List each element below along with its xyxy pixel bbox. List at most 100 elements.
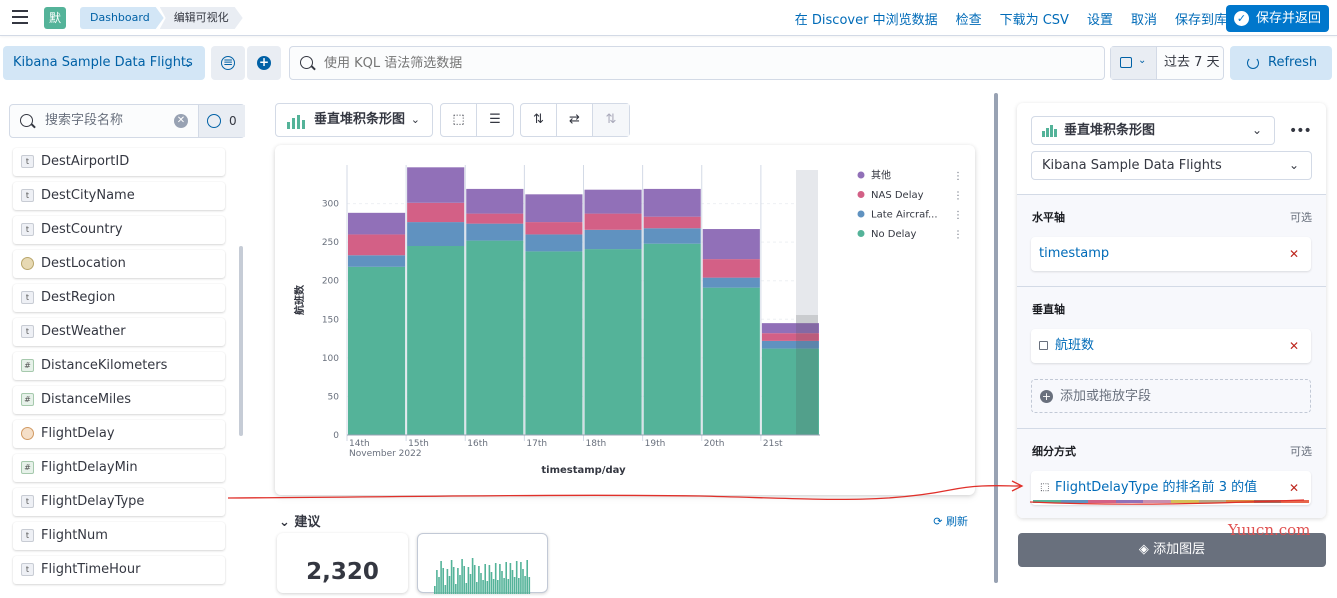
menu-icon[interactable] [12, 10, 28, 24]
field-item[interactable]: t FlightTimeHour [13, 556, 225, 584]
mini-bar [465, 583, 468, 594]
suggestions-title[interactable]: ⌄ 建议 [279, 515, 321, 530]
add-field-dropzone[interactable]: + 添加或拖放字段 [1031, 379, 1311, 413]
remove-icon[interactable]: ✕ [1288, 247, 1299, 261]
save-and-return-button[interactable]: ✓ 保存并返回 [1225, 5, 1329, 32]
top-actions: 在 Discover 中浏览数据 检查 下载为 CSV 设置 取消 保存到库 [777, 0, 1227, 36]
legend-actions-icon: ⋮ [953, 230, 963, 241]
left-axis-button[interactable]: ⇅ [521, 104, 557, 136]
horizontal-axis-dimension[interactable]: timestamp ✕ [1031, 237, 1311, 271]
mini-bar [461, 559, 463, 594]
field-item[interactable]: t DestCountry [13, 216, 225, 244]
bar-segment [348, 266, 406, 435]
search-icon [300, 56, 313, 69]
chevron-down-icon: ⌄ [1138, 55, 1147, 66]
refresh-button[interactable]: Refresh [1230, 46, 1332, 80]
data-view-picker[interactable]: Kibana Sample Data Flights ⌄ [3, 46, 205, 80]
time-range-label[interactable]: 过去 7 天 [1164, 55, 1220, 70]
x-axis-sublabel: November 2022 [349, 449, 422, 459]
toolbar-group-2: ⇅ ⇄ ⇅ [520, 103, 630, 137]
field-item[interactable]: t FlightNum [13, 522, 225, 550]
bar-segment [348, 255, 406, 267]
space-avatar[interactable]: 默 [44, 7, 66, 29]
remove-icon[interactable]: ✕ [1288, 481, 1299, 495]
breadcrumb-dashboard[interactable]: Dashboard [80, 7, 164, 29]
mini-bar [469, 574, 472, 594]
string-type-icon: t [21, 189, 34, 202]
string-type-icon: t [21, 291, 34, 304]
download-csv-link[interactable]: 下载为 CSV [999, 12, 1069, 28]
field-filter-button[interactable]: 0 [198, 105, 245, 137]
bar-segment [643, 216, 701, 229]
field-item[interactable]: DestLocation [13, 250, 225, 278]
x-axis-title: timestamp/day [541, 465, 626, 476]
layer-chart-type-picker[interactable]: 垂直堆积条形图 ⌄ [1031, 116, 1275, 145]
field-item[interactable]: t DestRegion [13, 284, 225, 312]
mini-bar [509, 563, 512, 594]
check-icon: ✓ [1233, 11, 1249, 26]
field-search[interactable]: 搜索字段名称 ✕ 0 [9, 104, 245, 138]
plus-icon: + [1040, 390, 1053, 403]
chevron-down-icon: ⌄ [1288, 158, 1299, 172]
mini-bar [442, 568, 444, 594]
y-axis-title: 航班数 [293, 284, 306, 315]
chart-type-picker[interactable]: 垂直堆积条形图 ⌄ [275, 103, 433, 137]
layer-data-view-picker[interactable]: Kibana Sample Data Flights ⌄ [1031, 151, 1312, 180]
breakdown-dimension[interactable]: ⬚ FlightDelayType 的排名前 3 的值 ✕ [1031, 471, 1311, 505]
bar-segment [761, 323, 819, 334]
sidebar-scrollbar[interactable] [239, 246, 243, 436]
explore-in-discover-link[interactable]: 在 Discover 中浏览数据 [794, 12, 938, 28]
filter-menu-button[interactable]: ≡ [211, 46, 245, 80]
suggestion-metric-card[interactable]: 2,320 [277, 533, 408, 593]
settings-link[interactable]: 设置 [1086, 12, 1113, 28]
field-item[interactable]: t DestWeather [13, 318, 225, 346]
string-type-icon: t [21, 563, 34, 576]
field-name: FlightDelay [41, 426, 115, 441]
field-item[interactable]: t FlightDelayType [13, 488, 225, 516]
current-time-overlay [796, 315, 818, 435]
quick-select-button[interactable]: ⌄ [1111, 47, 1157, 79]
bar-segment [348, 212, 406, 235]
field-item[interactable]: # DistanceKilometers [13, 352, 225, 380]
field-name: FlightNum [41, 528, 108, 543]
add-layer-button[interactable]: ◈ 添加图层 [1018, 533, 1326, 567]
axis-right-icon: ⇅ [605, 112, 617, 127]
legend-button[interactable]: ☰ [477, 104, 513, 136]
horizontal-axis-section: 水平轴 可选 timestamp ✕ [1017, 194, 1326, 286]
suggestion-histogram-card[interactable] [417, 533, 548, 594]
mini-bar [490, 572, 493, 594]
layer-actions-icon[interactable]: ••• [1289, 123, 1312, 139]
bar-segment [584, 249, 642, 435]
bottom-axis-button[interactable]: ⇄ [557, 104, 593, 136]
string-type-icon: t [21, 325, 34, 338]
add-filter-button[interactable]: + [247, 46, 281, 80]
suggestions-refresh-link[interactable]: ⟳ 刷新 [933, 515, 968, 528]
field-item[interactable]: # DistanceMiles [13, 386, 225, 414]
field-item[interactable]: t DestCityName [13, 182, 225, 210]
mini-bar [520, 562, 522, 594]
kql-query-input[interactable] [324, 47, 1084, 79]
save-to-library-link[interactable]: 保存到库 [1174, 12, 1227, 28]
axis-bottom-icon: ⇄ [569, 112, 580, 127]
field-item[interactable]: FlightDelay [13, 420, 225, 448]
bar-segment [407, 202, 465, 223]
field-item[interactable]: t DestAirportID [13, 148, 225, 176]
bar-segment [702, 277, 760, 288]
cancel-link[interactable]: 取消 [1130, 12, 1157, 28]
query-bar[interactable] [289, 46, 1105, 80]
stacked-bar-chart[interactable]: 0 50 100 150 200 250 300 14th 15th 16th 17th 18th 19… [275, 145, 975, 495]
visual-options-button[interactable]: ⬚ [441, 104, 477, 136]
remove-icon[interactable]: ✕ [1288, 339, 1299, 353]
suggestions-header: ⌄ 建议 ⟳ 刷新 [275, 511, 975, 531]
date-picker[interactable]: ⌄ 过去 7 天 [1110, 46, 1224, 80]
refresh-icon [1247, 57, 1259, 69]
string-type-icon: t [21, 155, 34, 168]
mini-bar [459, 575, 461, 594]
clear-icon[interactable]: ✕ [174, 114, 188, 128]
inspect-link[interactable]: 检查 [955, 12, 982, 28]
workspace-scrollbar[interactable] [994, 93, 998, 583]
field-name: DestWeather [41, 324, 126, 339]
field-item[interactable]: # FlightDelayMin [13, 454, 225, 482]
vertical-axis-dimension[interactable]: 航班数 ✕ [1031, 329, 1311, 363]
legend-label: 其他 [871, 169, 891, 182]
